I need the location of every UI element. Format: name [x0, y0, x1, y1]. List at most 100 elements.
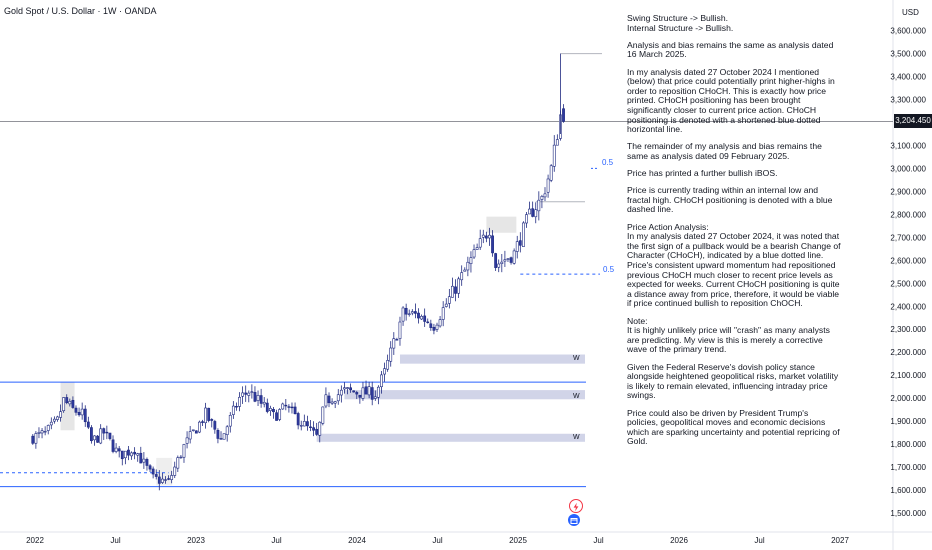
- fib-label: 0.5: [602, 158, 614, 167]
- candle-body: [62, 397, 66, 412]
- candle-body: [290, 406, 294, 409]
- candle-body: [521, 222, 525, 247]
- candle-body: [534, 209, 538, 218]
- price-tick-label: 2,900.000: [890, 187, 926, 196]
- candle-body: [164, 479, 167, 481]
- candle-body: [170, 475, 174, 480]
- candle-body: [361, 387, 365, 399]
- candle-body: [185, 437, 189, 444]
- candle-body: [225, 426, 229, 435]
- candle-body: [287, 406, 291, 408]
- note-price-action: Price Action Analysis: In my analysis da…: [627, 221, 841, 309]
- candle-body: [179, 456, 183, 459]
- candle-body: [333, 401, 337, 404]
- candle-body: [272, 408, 275, 413]
- candle-body: [157, 476, 161, 484]
- candle-body: [321, 406, 325, 424]
- demand-zone-3[interactable]: [316, 433, 585, 442]
- time-tick-label: Jul: [271, 536, 281, 545]
- candle-body: [525, 214, 528, 224]
- candle-body: [463, 269, 467, 272]
- zone-label-w: W: [573, 355, 580, 362]
- candle-body: [102, 428, 106, 434]
- candle-body: [80, 408, 84, 416]
- symbol-title[interactable]: Gold Spot / U.S. Dollar · 1W · OANDA: [4, 6, 157, 16]
- candle-body: [244, 392, 248, 395]
- candle-body: [204, 407, 207, 424]
- fractal-zone-2024: [486, 216, 517, 233]
- candle-body: [142, 458, 146, 463]
- candle-body: [376, 386, 380, 398]
- candle-body: [86, 421, 90, 428]
- candle-body: [518, 240, 522, 246]
- price-tick-label: 2,000.000: [890, 394, 926, 403]
- price-tick-label: 1,800.000: [890, 440, 926, 449]
- candle-body: [213, 421, 217, 430]
- candle-body: [194, 430, 198, 434]
- candle-body: [469, 257, 473, 264]
- candle-body: [481, 234, 485, 238]
- note-choch-reposition: In my analysis dated 27 October 2024 I m…: [627, 66, 835, 135]
- candle-body: [447, 296, 451, 304]
- candle-body: [52, 418, 56, 422]
- candles[interactable]: [31, 53, 565, 491]
- time-tick-label: Jul: [593, 536, 603, 545]
- candle-body: [435, 324, 439, 330]
- candle-body: [404, 307, 408, 315]
- candle-body: [426, 321, 430, 324]
- candle-body: [56, 416, 59, 420]
- time-tick-label: Jul: [432, 536, 442, 545]
- note-fed: Given the Federal Reserve's dovish polic…: [627, 361, 839, 401]
- time-tick-label: 2026: [670, 536, 688, 545]
- candle-body: [460, 272, 464, 281]
- candle-body: [176, 457, 180, 469]
- price-axis[interactable]: 1,500.000 1,600.000 1,700.000 1,800.000 1,90…: [890, 27, 926, 518]
- candle-body: [407, 313, 411, 315]
- candle-body: [549, 165, 553, 181]
- candle-body: [34, 433, 38, 444]
- candle-body: [207, 407, 211, 421]
- price-tick-label: 3,100.000: [890, 141, 926, 150]
- demand-zone-1[interactable]: [399, 354, 585, 364]
- candle-body: [552, 144, 556, 167]
- price-tick-label: 1,900.000: [890, 417, 926, 426]
- candle-body: [358, 394, 362, 398]
- candle-body: [93, 435, 96, 441]
- candle-body: [49, 421, 53, 426]
- candle-body: [188, 431, 192, 440]
- candle-body: [77, 411, 81, 416]
- candle-body: [253, 392, 257, 402]
- candle-body: [216, 430, 220, 439]
- candle-body: [228, 415, 232, 427]
- price-tick-label: 1,600.000: [890, 486, 926, 495]
- candle-body: [343, 387, 346, 390]
- candle-body: [31, 435, 35, 444]
- candle-body: [386, 360, 390, 370]
- note-trump: Price could also be driven by President …: [627, 407, 840, 447]
- candle-body: [123, 450, 127, 459]
- candle-body: [151, 468, 155, 475]
- candle-body: [423, 315, 427, 322]
- fib-label: 0.5: [603, 265, 615, 274]
- lightning-icon[interactable]: [569, 499, 583, 513]
- candle-body: [370, 387, 374, 400]
- note-remainder: The remainder of my analysis and bias re…: [627, 141, 822, 161]
- price-tick-label: 2,700.000: [890, 233, 926, 242]
- candle-body: [537, 199, 541, 212]
- candle-body: [96, 435, 99, 443]
- candle-body: [133, 451, 137, 455]
- time-axis[interactable]: 2022 Jul 2023 Jul 2024 Jul 2025 Jul 2026 Jul 2027: [26, 536, 849, 545]
- calendar-icon[interactable]: [568, 514, 580, 526]
- candle-body: [451, 285, 454, 298]
- candle-body: [346, 387, 349, 389]
- candle-body: [235, 406, 238, 408]
- candle-body: [420, 315, 423, 320]
- candle-body: [117, 448, 121, 452]
- demand-zone-2[interactable]: [344, 390, 585, 400]
- candle-body: [457, 278, 461, 294]
- candle-body: [250, 391, 254, 393]
- candle-body: [488, 234, 491, 239]
- currency-label[interactable]: USD: [902, 8, 919, 17]
- candle-body: [318, 421, 322, 436]
